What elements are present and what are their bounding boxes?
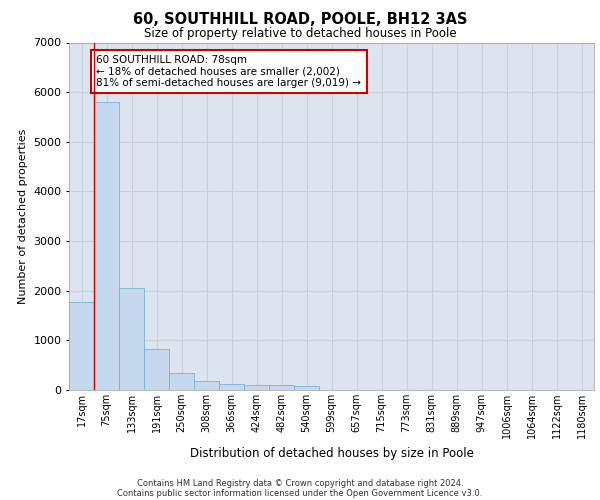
Text: Contains HM Land Registry data © Crown copyright and database right 2024.: Contains HM Land Registry data © Crown c… [137, 478, 463, 488]
Bar [194, 381, 219, 390]
Bar [94, 102, 119, 390]
Bar [69, 302, 94, 390]
Text: 60, SOUTHHILL ROAD, POOLE, BH12 3AS: 60, SOUTHHILL ROAD, POOLE, BH12 3AS [133, 12, 467, 28]
Bar [219, 384, 244, 390]
Text: Contains public sector information licensed under the Open Government Licence v3: Contains public sector information licen… [118, 488, 482, 498]
X-axis label: Distribution of detached houses by size in Poole: Distribution of detached houses by size … [190, 446, 473, 460]
Bar [119, 288, 144, 390]
Bar [144, 350, 169, 390]
Bar [169, 373, 194, 390]
Text: 60 SOUTHHILL ROAD: 78sqm
← 18% of detached houses are smaller (2,002)
81% of sem: 60 SOUTHHILL ROAD: 78sqm ← 18% of detach… [97, 55, 361, 88]
Y-axis label: Number of detached properties: Number of detached properties [17, 128, 28, 304]
Bar [294, 386, 319, 390]
Bar [269, 385, 294, 390]
Bar [244, 385, 269, 390]
Text: Size of property relative to detached houses in Poole: Size of property relative to detached ho… [143, 28, 457, 40]
